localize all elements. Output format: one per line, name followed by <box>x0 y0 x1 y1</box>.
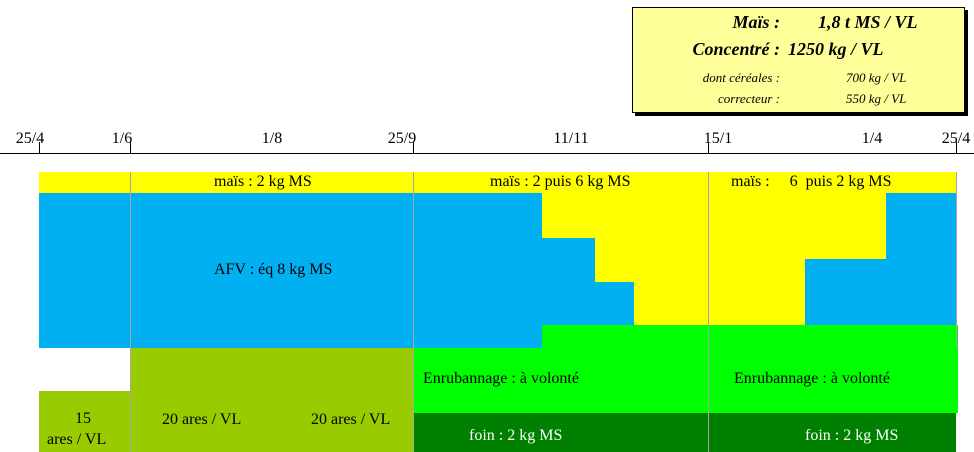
correcteur-label: correcteur : <box>718 91 780 106</box>
tick <box>413 142 414 154</box>
concentre-label: Concentré : <box>692 39 781 59</box>
date-label: 1/4 <box>861 130 883 147</box>
timeline-axis <box>0 153 974 154</box>
ares-20-label-1: 20 ares / VL <box>162 411 242 428</box>
afv-return-step <box>805 259 886 325</box>
afv-label: AFV : éq 8 kg MS <box>214 261 333 278</box>
separator <box>956 172 957 348</box>
date-label: 15/1 <box>703 130 733 147</box>
empty-block <box>39 348 130 391</box>
correcteur-value: 550 kg / VL <box>846 91 907 106</box>
ares-15-unit: ares / VL <box>47 431 107 448</box>
date-label: 25/9 <box>387 130 417 147</box>
foin-label-2: foin : 2 kg MS <box>805 427 899 444</box>
mais-step <box>595 238 708 282</box>
enrubannage-block-2 <box>708 325 958 413</box>
tick <box>956 142 957 154</box>
tick <box>708 142 709 154</box>
afv-block-left <box>39 193 130 348</box>
enrubannage-step <box>542 325 708 348</box>
mais-label: Maïs : <box>732 12 780 32</box>
separator <box>413 172 414 452</box>
mais-step <box>542 193 708 238</box>
foin-label-1: foin : 2 kg MS <box>469 427 563 444</box>
enrubannage-label-2: Enrubannage : à volonté <box>734 370 890 387</box>
afv-return <box>886 193 956 325</box>
foin-block-1 <box>413 413 708 452</box>
mais-label-3: maïs : 6 puis 2 kg MS <box>731 173 892 190</box>
date-label: 25/4 <box>941 130 971 147</box>
separator <box>708 172 709 452</box>
cereales-value: 700 kg / VL <box>846 70 907 85</box>
mais-value: 1,8 t MS / VL <box>818 12 918 32</box>
mais-label-1: maïs : 2 kg MS <box>214 173 312 190</box>
tick <box>39 142 40 154</box>
date-label: 1/6 <box>111 130 133 147</box>
date-label: 11/11 <box>553 130 589 147</box>
afv-block-main <box>130 193 413 348</box>
paturage-block-main <box>130 348 413 452</box>
date-label: 25/4 <box>15 130 45 147</box>
mais-band <box>39 172 956 193</box>
concentre-value: 1250 kg / VL <box>788 39 884 59</box>
ares-20-label-2: 20 ares / VL <box>311 411 391 428</box>
tick <box>130 142 131 154</box>
mais-step <box>634 282 708 325</box>
paturage-block-left <box>39 391 130 452</box>
ares-15-number: 15 <box>75 410 91 427</box>
foin-block-2 <box>708 413 956 452</box>
enrubannage-block-1 <box>413 348 708 413</box>
mais-label-2: maïs : 2 puis 6 kg MS <box>490 173 631 190</box>
afv-tail <box>413 325 542 348</box>
enrubannage-label-1: Enrubannage : à volonté <box>423 370 579 387</box>
cereales-label: dont céréales : <box>702 70 780 85</box>
separator <box>130 172 131 452</box>
summary-box: Maïs : 1,8 t MS / VL Concentré : 1250 kg… <box>632 7 965 113</box>
date-label: 1/8 <box>261 130 283 147</box>
